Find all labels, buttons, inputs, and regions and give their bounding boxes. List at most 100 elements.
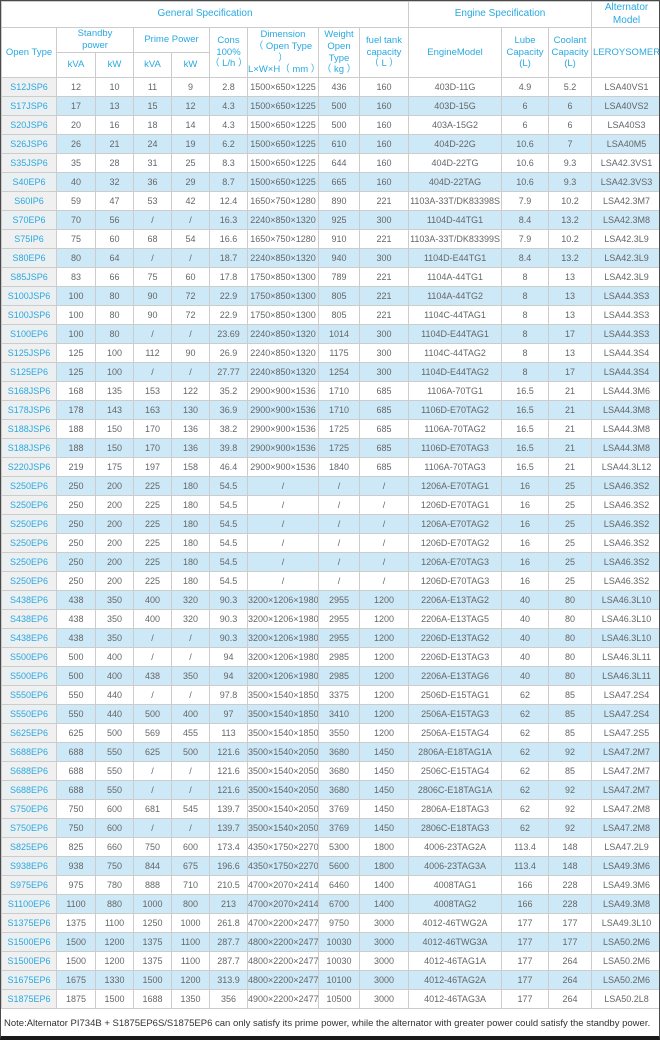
model-link[interactable]: S250EP6	[1, 476, 57, 496]
model-link[interactable]: S250EP6	[1, 571, 57, 591]
model-link[interactable]: S188JSP6	[1, 438, 57, 458]
data-cell: 150	[95, 419, 134, 439]
model-link[interactable]: S1100EP6	[1, 894, 57, 914]
model-link[interactable]: S220JSP6	[1, 457, 57, 477]
data-cell: 300	[358, 248, 410, 268]
data-cell: 7.9	[501, 191, 550, 211]
model-link[interactable]: S85JSP6	[1, 267, 57, 287]
data-cell: 160	[358, 77, 410, 97]
model-link[interactable]: S438EP6	[1, 609, 57, 629]
model-link[interactable]: S1875EP6	[1, 989, 57, 1009]
col-header-open-type: Open Type	[1, 27, 57, 78]
data-cell: 200	[95, 571, 134, 591]
model-link[interactable]: S17JSP6	[1, 96, 57, 116]
data-cell: 6	[548, 96, 593, 116]
model-link[interactable]: S125EP6	[1, 362, 57, 382]
model-link[interactable]: S12JSP6	[1, 77, 57, 97]
data-cell: 6700	[318, 894, 360, 914]
model-link[interactable]: S688EP6	[1, 780, 57, 800]
data-cell: 56	[95, 210, 134, 230]
data-cell: 1400	[358, 875, 410, 895]
model-link[interactable]: S250EP6	[1, 552, 57, 572]
model-link[interactable]: S688EP6	[1, 761, 57, 781]
col-header-weight: Weight Open Type （ kg ）	[318, 27, 360, 78]
model-link[interactable]: S1675EP6	[1, 970, 57, 990]
model-link[interactable]: S438EP6	[1, 628, 57, 648]
table-row: S688EP6 688 550//121.6 3500×1540×2050 3680 14…	[1, 780, 659, 800]
model-link[interactable]: S168JSP6	[1, 381, 57, 401]
model-link[interactable]: S60IP6	[1, 191, 57, 211]
model-link[interactable]: S550EP6	[1, 685, 57, 705]
data-cell: 25	[548, 495, 593, 515]
data-cell: /	[318, 476, 360, 496]
model-link[interactable]: S500EP6	[1, 666, 57, 686]
data-cell: 80	[95, 324, 134, 344]
data-cell: 1104C-44TAG1	[408, 305, 503, 325]
model-link[interactable]: S750EP6	[1, 818, 57, 838]
model-link[interactable]: S938EP6	[1, 856, 57, 876]
model-link[interactable]: S250EP6	[1, 533, 57, 553]
model-link[interactable]: S825EP6	[1, 837, 57, 857]
model-link[interactable]: S188JSP6	[1, 419, 57, 439]
model-link[interactable]: S500EP6	[1, 647, 57, 667]
data-cell: 148	[548, 856, 593, 876]
data-cell: LSA47.2M8	[591, 799, 659, 819]
model-link[interactable]: S125JSP6	[1, 343, 57, 363]
model-link[interactable]: S26JSP6	[1, 134, 57, 154]
table-row: S1500EP6 1500 1200 1375 1100 287.7 4800×2200×2…	[1, 951, 659, 971]
model-link[interactable]: S250EP6	[1, 495, 57, 515]
data-cell: 1650×750×1280	[247, 191, 319, 211]
data-cell: 644	[318, 153, 360, 173]
data-cell: /	[171, 248, 210, 268]
model-link[interactable]: S625EP6	[1, 723, 57, 743]
data-cell: 4.3	[209, 115, 248, 135]
model-link[interactable]: S20JSP6	[1, 115, 57, 135]
data-cell: 888	[133, 875, 172, 895]
data-cell: 2806C-E18TAG3	[408, 818, 503, 838]
data-cell: 403D-11G	[408, 77, 503, 97]
data-cell: 16.5	[501, 457, 550, 477]
model-link[interactable]: S1500EP6	[1, 932, 57, 952]
model-link[interactable]: S178JSP6	[1, 400, 57, 420]
data-cell: 675	[171, 856, 210, 876]
data-cell: 250	[56, 495, 96, 515]
model-link[interactable]: S70EP6	[1, 210, 57, 230]
data-cell: 1710	[318, 381, 360, 401]
model-link[interactable]: S35JSP6	[1, 153, 57, 173]
model-link[interactable]: S40EP6	[1, 172, 57, 192]
model-link[interactable]: S550EP6	[1, 704, 57, 724]
data-cell: 180	[171, 476, 210, 496]
data-cell: 1375	[133, 951, 172, 971]
model-link[interactable]: S750EP6	[1, 799, 57, 819]
model-link[interactable]: S75IP6	[1, 229, 57, 249]
model-link[interactable]: S100JSP6	[1, 305, 57, 325]
data-cell: LSA42.3L9	[591, 267, 659, 287]
data-cell: 40	[501, 590, 550, 610]
data-cell: 4800×2200×2477	[247, 970, 319, 990]
model-link[interactable]: S1375EP6	[1, 913, 57, 933]
model-link[interactable]: S80EP6	[1, 248, 57, 268]
data-cell: 62	[501, 704, 550, 724]
model-link[interactable]: S1500EP6	[1, 951, 57, 971]
model-link[interactable]: S975EP6	[1, 875, 57, 895]
data-cell: 24	[133, 134, 172, 154]
data-cell: 40	[501, 628, 550, 648]
data-cell: 12	[171, 96, 210, 116]
data-cell: 1500	[56, 951, 96, 971]
data-cell: 80	[548, 628, 593, 648]
model-link[interactable]: S250EP6	[1, 514, 57, 534]
data-cell: LSA50.2M6	[591, 932, 659, 952]
data-cell: 40	[501, 666, 550, 686]
model-link[interactable]: S688EP6	[1, 742, 57, 762]
model-link[interactable]: S100EP6	[1, 324, 57, 344]
data-cell: 438	[133, 666, 172, 686]
data-cell: 940	[318, 248, 360, 268]
data-cell: 221	[358, 229, 410, 249]
data-cell: 1200	[358, 647, 410, 667]
data-cell: 180	[171, 533, 210, 553]
model-link[interactable]: S100JSP6	[1, 286, 57, 306]
data-cell: 4350×1750×2270	[247, 837, 319, 857]
model-link[interactable]: S438EP6	[1, 590, 57, 610]
table-row: S220JSP6 219 175 197 158 46.4 2900×900×1536 184…	[1, 457, 659, 477]
